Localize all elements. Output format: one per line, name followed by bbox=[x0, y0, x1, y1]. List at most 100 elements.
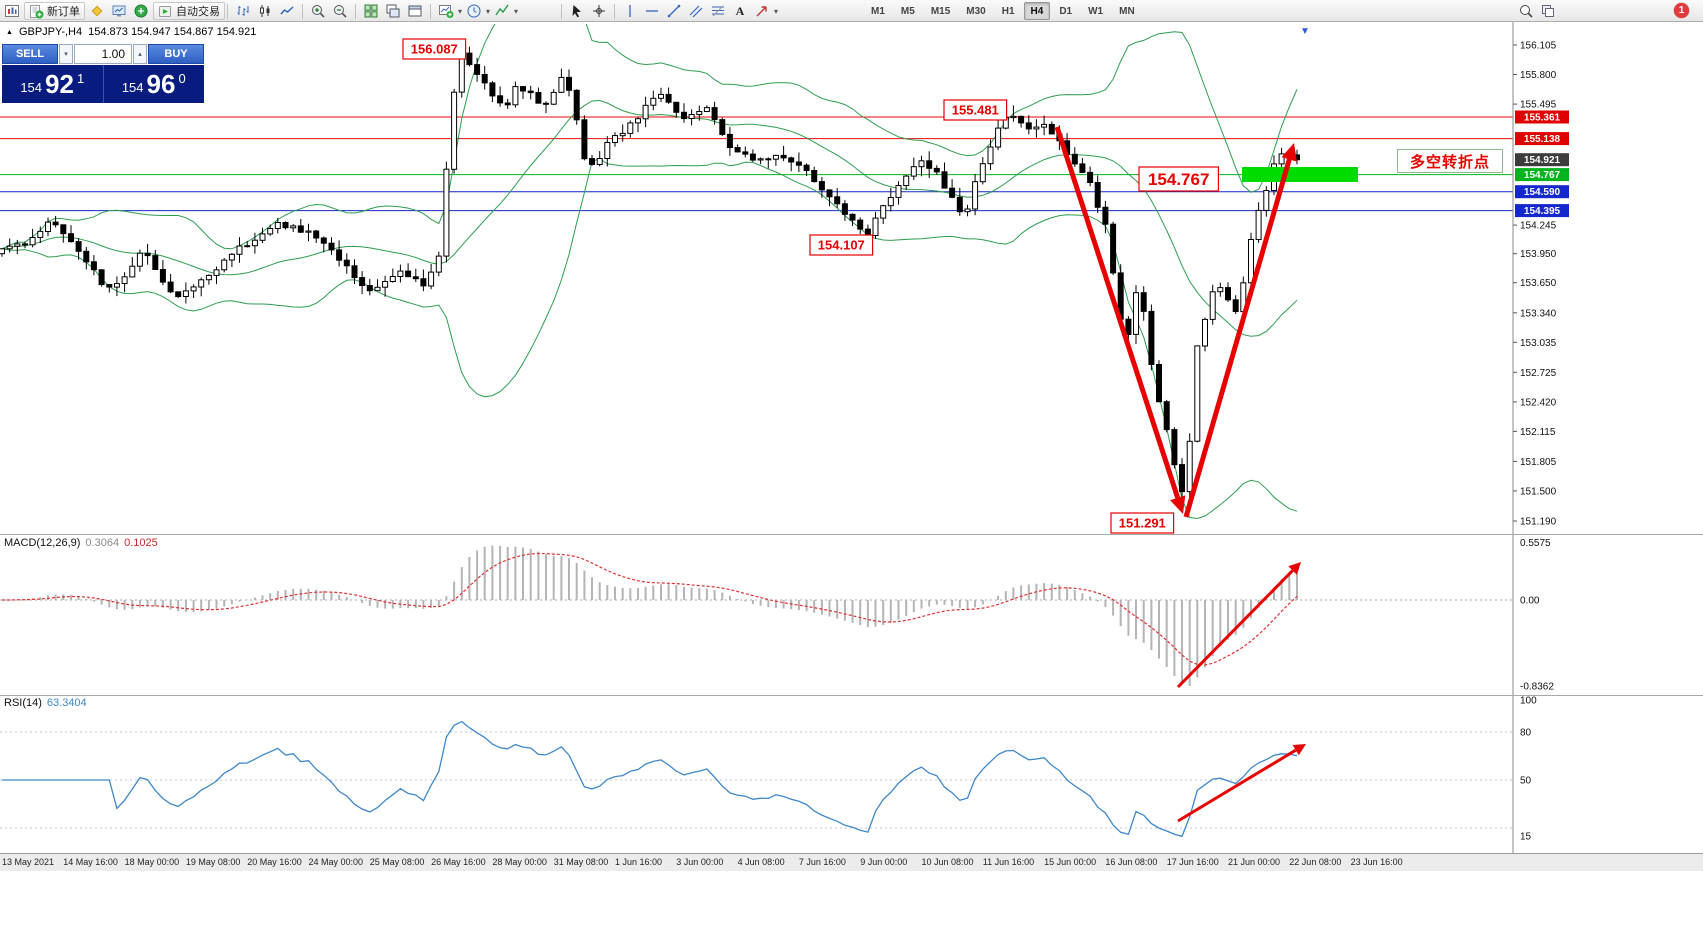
lot-decrease-button[interactable]: ▾ bbox=[59, 44, 73, 64]
buy-button[interactable]: BUY bbox=[148, 44, 204, 64]
time-axis-label: 7 Jun 16:00 bbox=[798, 857, 846, 867]
svg-text:154.767: 154.767 bbox=[1148, 170, 1209, 189]
horizontal-line-tool-icon[interactable] bbox=[642, 2, 662, 20]
new-order-button[interactable]: 新订单 bbox=[24, 2, 85, 20]
metaeditor-icon[interactable] bbox=[87, 2, 107, 20]
rsi-axis-label: 80 bbox=[1520, 728, 1532, 739]
support-zone-rect[interactable] bbox=[1242, 167, 1358, 182]
dropdown-caret-icon[interactable]: ▾ bbox=[486, 6, 491, 16]
sell-price[interactable]: 154 92 1 bbox=[2, 65, 103, 103]
dropdown-caret-icon[interactable]: ▾ bbox=[458, 6, 463, 16]
layers-icon[interactable] bbox=[1538, 2, 1558, 20]
timeframe-m5[interactable]: M5 bbox=[900, 5, 915, 17]
trend-arrow-main[interactable] bbox=[1054, 126, 1186, 514]
new-chart-button[interactable] bbox=[436, 2, 456, 20]
price-tag bbox=[1515, 132, 1569, 146]
annotation-label[interactable]: 多空转折点 bbox=[1397, 149, 1503, 173]
timeframe-h4[interactable]: H4 bbox=[1023, 2, 1051, 20]
sell-price-prefix: 154 bbox=[20, 80, 43, 95]
macd-name: MACD(12,26,9) bbox=[4, 537, 81, 549]
dropdown-caret-icon[interactable]: ▾ bbox=[774, 6, 779, 16]
macd-axis-label: 0.00 bbox=[1520, 596, 1540, 607]
trend-arrow-main[interactable] bbox=[1183, 143, 1297, 518]
buy-price[interactable]: 154 96 0 bbox=[102, 65, 205, 103]
sell-button[interactable]: SELL bbox=[2, 44, 58, 64]
price-tag-label: 154.395 bbox=[1524, 206, 1561, 217]
macd-signal-line bbox=[2, 552, 1298, 666]
timeframe-m1[interactable]: M1 bbox=[871, 5, 885, 17]
channel-tool-icon[interactable] bbox=[686, 2, 706, 20]
time-axis-label: 23 Jun 16:00 bbox=[1350, 857, 1403, 867]
time-axis-label: 22 Jun 08:00 bbox=[1289, 857, 1342, 867]
zoom-in-icon[interactable] bbox=[308, 2, 328, 20]
price-callout[interactable]: 151.291 bbox=[1110, 512, 1175, 534]
chart-window-icon[interactable] bbox=[2, 2, 22, 20]
price-tag-label: 154.767 bbox=[1524, 170, 1561, 181]
timeframe-w1[interactable]: W1 bbox=[1088, 5, 1104, 17]
sell-label: SELL bbox=[15, 48, 45, 60]
timeframe-d1[interactable]: D1 bbox=[1059, 5, 1073, 17]
toolbar-separator bbox=[355, 3, 356, 19]
zoom-out-icon[interactable] bbox=[330, 2, 350, 20]
tile-windows-icon[interactable] bbox=[361, 2, 381, 20]
symbol-label: ▲ GBPJPY-,H4 154.873 154.947 154.867 154… bbox=[6, 26, 256, 38]
timeframe-m30[interactable]: M30 bbox=[966, 5, 986, 17]
price-callout[interactable]: 154.107 bbox=[809, 234, 874, 256]
trendline-tool-icon[interactable] bbox=[664, 2, 684, 20]
fibonacci-tool-icon[interactable] bbox=[708, 2, 728, 20]
price-axis-label: 151.190 bbox=[1520, 517, 1557, 528]
lot-size-field[interactable]: 1.00 bbox=[74, 44, 132, 64]
toolbar-tools-group: A ▾ bbox=[558, 2, 778, 20]
cascade-windows-icon[interactable] bbox=[383, 2, 403, 20]
panel-collapse-icon[interactable]: ▼ bbox=[1300, 26, 1310, 37]
time-axis-label: 3 Jun 00:00 bbox=[676, 857, 724, 867]
lot-increase-button[interactable]: ▴ bbox=[133, 44, 147, 64]
time-axis-label: 14 May 16:00 bbox=[63, 857, 118, 867]
price-callout[interactable]: 155.481 bbox=[943, 99, 1008, 121]
data-window-icon[interactable] bbox=[131, 2, 151, 20]
dropdown-caret-icon[interactable]: ▾ bbox=[514, 6, 519, 16]
sell-price-main: 92 bbox=[45, 69, 74, 99]
rsi-axis-label: 15 bbox=[1520, 832, 1532, 843]
arrange-windows-icon[interactable] bbox=[405, 2, 425, 20]
price-axis-label: 155.495 bbox=[1520, 100, 1557, 111]
toolbar-separator bbox=[614, 3, 615, 19]
timeframe-h1[interactable]: H1 bbox=[1001, 5, 1015, 17]
trend-arrow-macd[interactable] bbox=[1176, 562, 1301, 689]
time-axis-label: 20 May 16:00 bbox=[247, 857, 302, 867]
crosshair-icon[interactable] bbox=[589, 2, 609, 20]
toolbar-right-group bbox=[1516, 2, 1558, 20]
indicators-button[interactable] bbox=[492, 2, 512, 20]
buy-label: BUY bbox=[164, 48, 188, 60]
price-tag bbox=[1515, 153, 1569, 167]
macd-label: MACD(12,26,9) 0.3064 0.1025 bbox=[4, 537, 158, 549]
line-chart-icon[interactable] bbox=[277, 2, 297, 20]
arrows-tool-icon[interactable] bbox=[752, 2, 772, 20]
macd-axis-label: -0.8362 bbox=[1520, 682, 1554, 693]
notification-badge[interactable]: 1 bbox=[1674, 3, 1689, 18]
profiles-button[interactable] bbox=[464, 2, 484, 20]
vertical-line-tool-icon[interactable] bbox=[620, 2, 640, 20]
candlestick-chart-icon[interactable] bbox=[255, 2, 275, 20]
rsi-name: RSI(14) bbox=[4, 697, 42, 709]
timeframe-m15[interactable]: M15 bbox=[930, 5, 951, 17]
text-tool-icon[interactable]: A bbox=[735, 3, 745, 18]
market-watch-icon[interactable] bbox=[109, 2, 129, 20]
svg-text:155.481: 155.481 bbox=[952, 103, 999, 118]
price-callout[interactable]: 156.087 bbox=[402, 38, 467, 60]
time-axis-label: 18 May 00:00 bbox=[124, 857, 180, 867]
rsi-value: 63.3404 bbox=[46, 697, 87, 709]
bar-chart-icon[interactable] bbox=[233, 2, 253, 20]
timeframe-mn[interactable]: MN bbox=[1119, 5, 1135, 17]
trend-arrow-rsi[interactable] bbox=[1177, 744, 1306, 823]
search-icon[interactable] bbox=[1516, 2, 1536, 20]
price-axis-label: 155.800 bbox=[1520, 70, 1557, 81]
cursor-icon[interactable] bbox=[567, 2, 587, 20]
buy-price-main: 96 bbox=[146, 69, 176, 99]
price-tag bbox=[1515, 168, 1569, 182]
autotrading-button[interactable]: 自动交易 bbox=[153, 2, 225, 20]
price-callout[interactable]: 154.767 bbox=[1138, 166, 1220, 192]
time-axis[interactable]: 13 May 2021 14 May 16:00 18 May 00:00 19 Ma… bbox=[0, 853, 1703, 871]
